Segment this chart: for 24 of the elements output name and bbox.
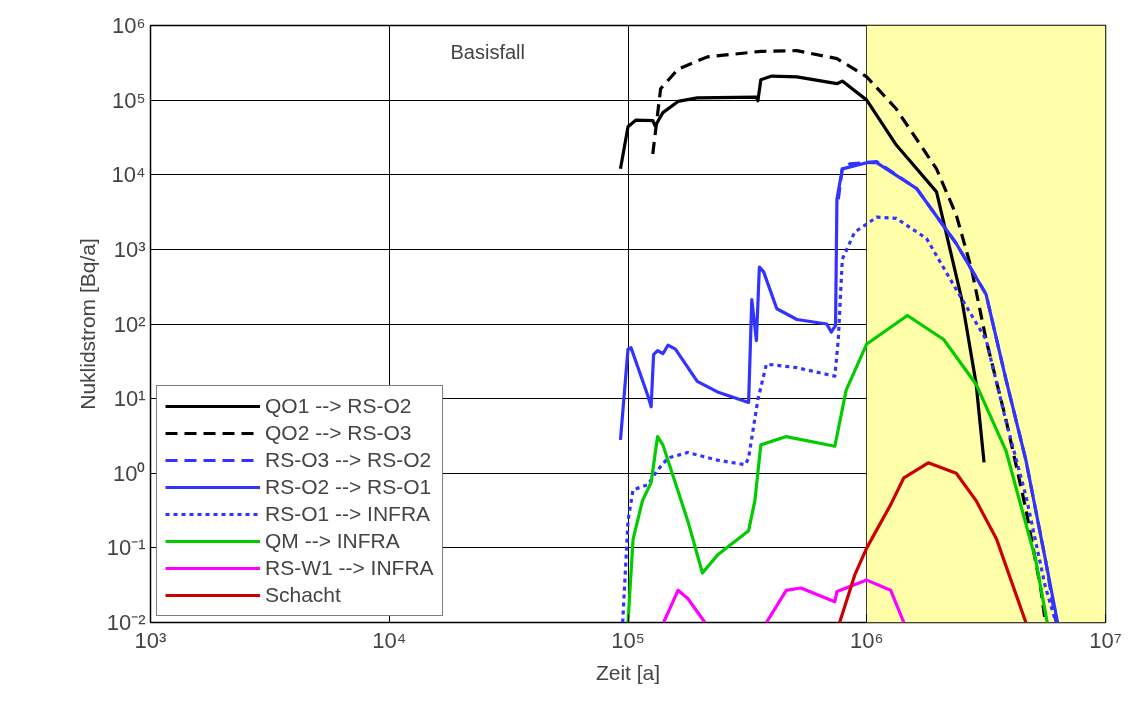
y-tick-label: 10⁴ [111,162,146,188]
y-tick-label: 10⁰ [113,460,146,486]
legend-label: QO2 --> RS-O3 [265,421,412,445]
legend-label: RS-O3 --> RS-O2 [265,448,432,472]
legend-label: RS-W1 --> INFRA [265,556,434,580]
y-tick-label: 10⁶ [111,13,146,38]
y-tick-label: 10³ [113,236,146,262]
x-tick-label: 10⁷ [1089,627,1122,653]
legend-label: RS-O2 --> RS-O1 [265,475,432,499]
y-tick-label: 10¹ [113,386,146,412]
legend-label: RS-O1 --> INFRA [265,502,431,526]
legend-label: Schacht [265,583,341,607]
legend-label: QM --> INFRA [265,529,400,553]
x-tick-label: 10⁶ [849,627,884,653]
x-tick-label: 10⁵ [611,627,645,653]
y-axis-title: Nuklidstrom [Bq/a] [75,238,99,410]
x-axis-title: Zeit [a] [595,660,661,684]
x-tick-label: 10⁴ [372,627,407,653]
x-tick-label: 10³ [134,627,167,653]
y-tick-label: 10² [113,311,146,337]
y-tick-label: 10⁵ [111,87,146,113]
legend-label: QO1 --> RS-O2 [265,394,412,418]
annotation: Basisfall [450,40,525,63]
y-tick-label: 10⁻¹ [106,535,146,561]
